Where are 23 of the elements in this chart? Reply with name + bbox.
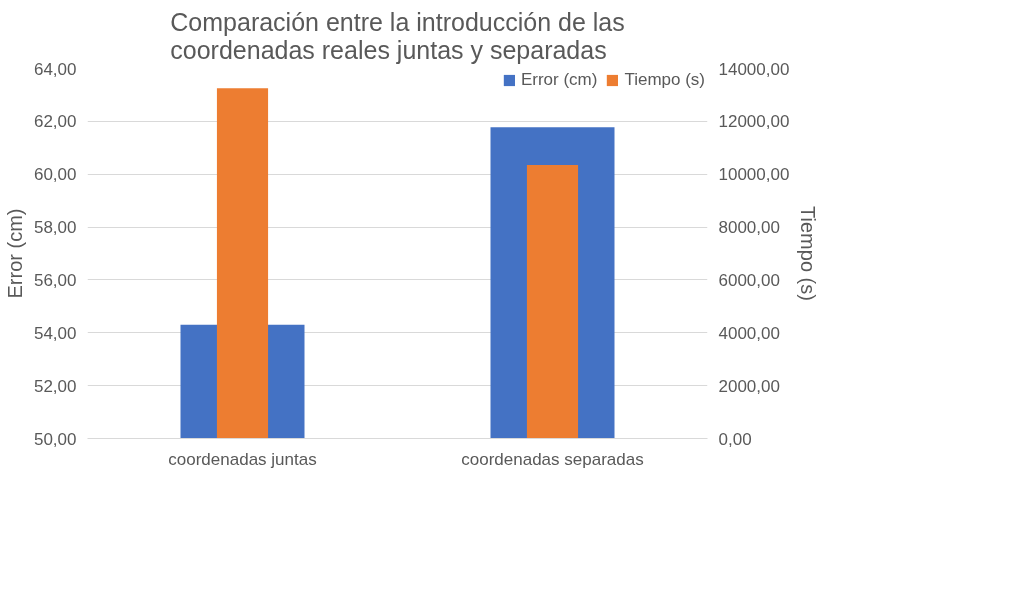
y-axis-title: Error (cm) [3, 208, 26, 299]
y2-tick-label: 2000,00 [718, 376, 780, 396]
y2-tick-label: 6000,00 [718, 270, 780, 290]
y2-axis-title: Tiempo (s) [797, 206, 820, 301]
x-tick-label: coordenadas juntas [168, 449, 317, 469]
y-tick-label: 64,00 [33, 59, 77, 79]
y2-tick-label: 14000,00 [718, 59, 790, 79]
y2-tick-label: 12000,00 [718, 112, 790, 132]
x-tick-label: coordenadas separadas [461, 449, 644, 469]
legend-label: Error (cm) [520, 70, 598, 90]
y-tick-label: 58,00 [33, 218, 77, 238]
legend-label: Tiempo (s) [624, 70, 705, 90]
y-tick-label: 50,00 [33, 429, 77, 449]
y2-tick-label: 10000,00 [718, 165, 790, 185]
y-tick-label: 54,00 [33, 323, 77, 343]
y2-tick-label: 4000,00 [718, 323, 780, 343]
y2-tick-label: 0,00 [718, 429, 752, 449]
y-tick-label: 52,00 [33, 376, 77, 396]
y2-tick-label: 8000,00 [718, 218, 780, 238]
y-tick-label: 56,00 [33, 270, 77, 290]
chart-title: Comparación entre la introducción de las coordenadas reales juntas y separadas [170, 7, 625, 64]
y-tick-label: 62,00 [33, 112, 77, 132]
y-tick-label: 60,00 [33, 165, 77, 185]
